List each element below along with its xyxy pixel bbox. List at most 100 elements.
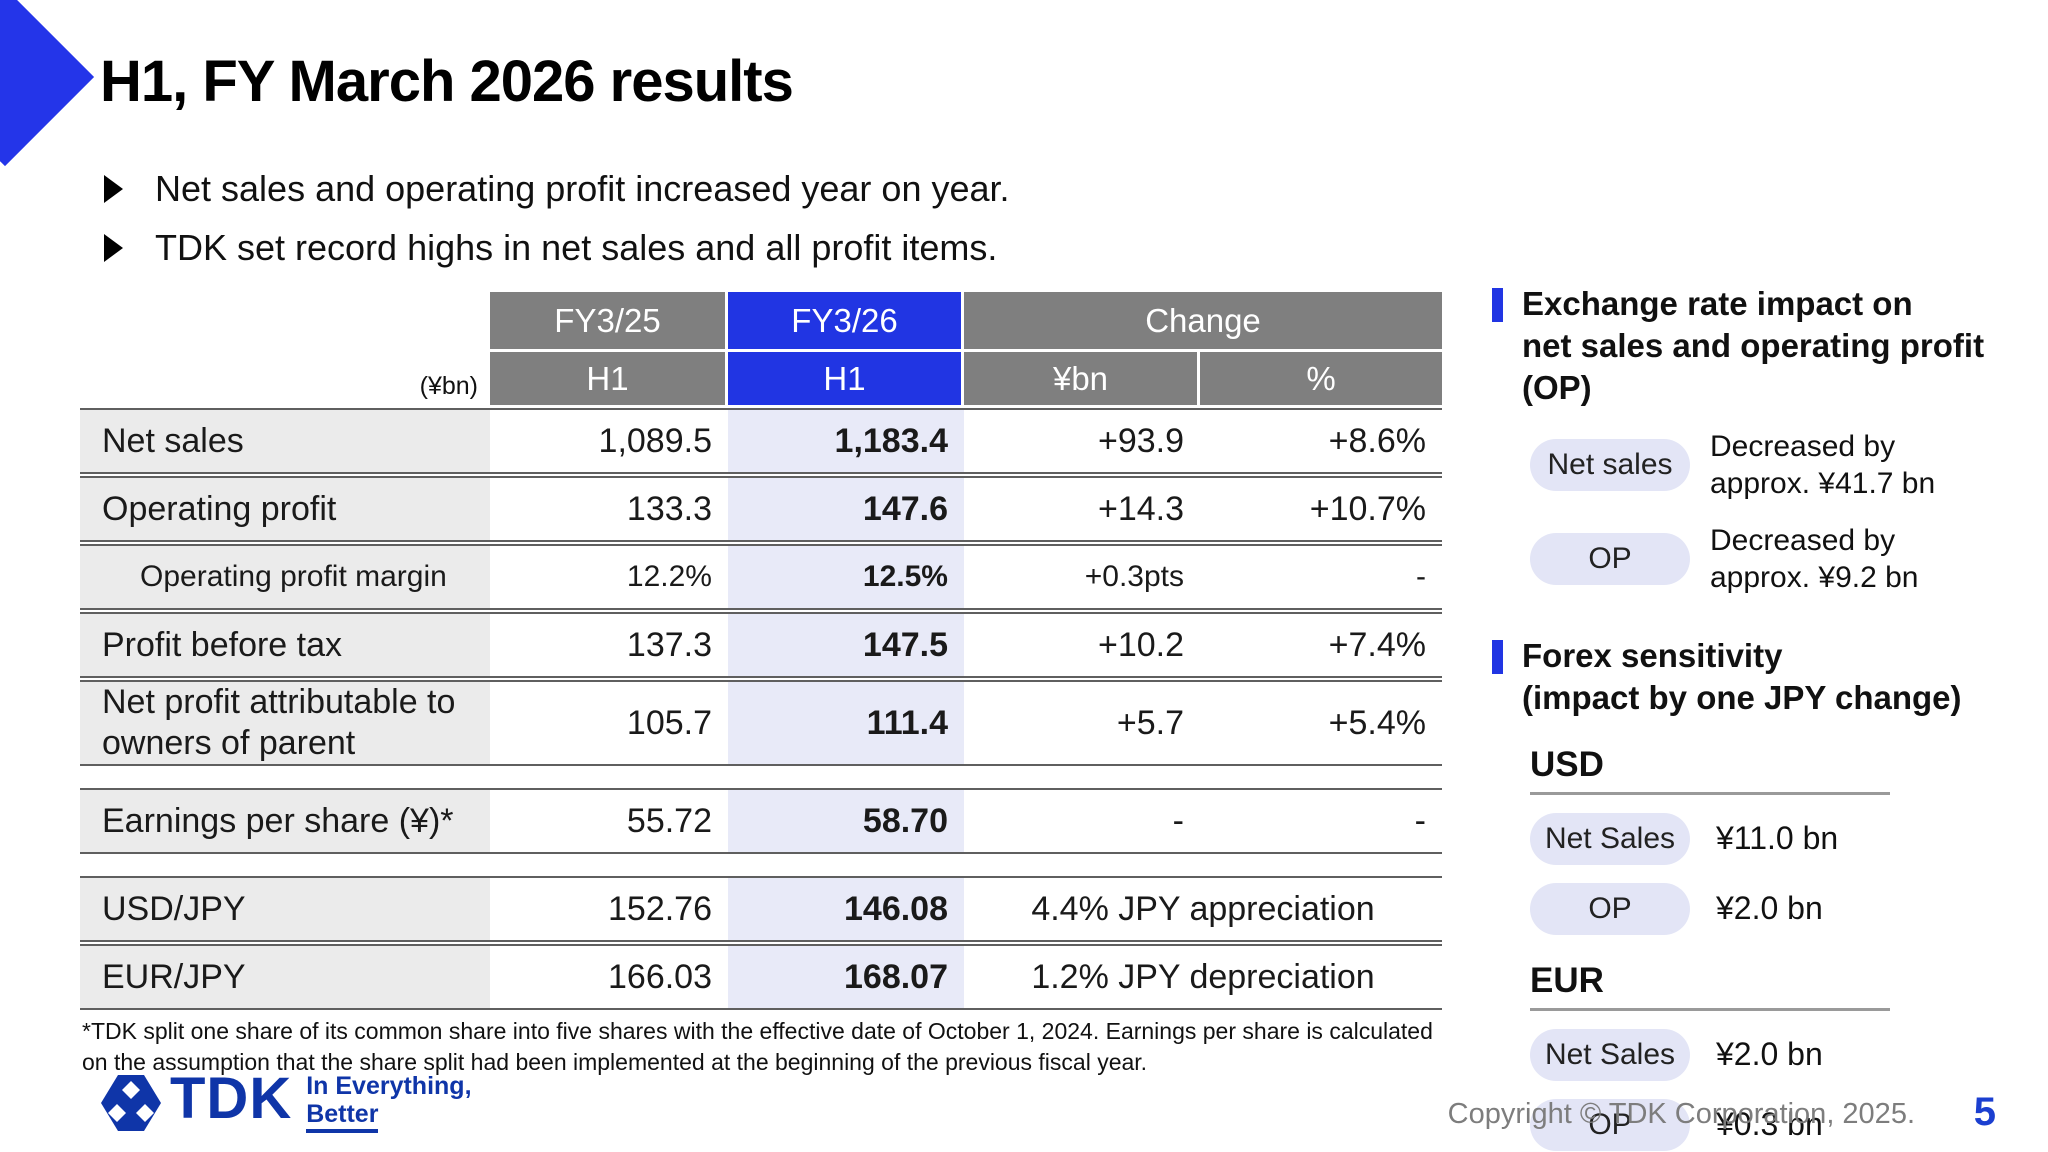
- change-pct-value: -: [1414, 801, 1426, 840]
- tdk-logo-text: TDK: [170, 1066, 293, 1131]
- impact-tag-pill: OP: [1530, 533, 1690, 586]
- row-label: Operating profit margin: [80, 546, 490, 608]
- bullet-list: Net sales and operating profit increased…: [104, 168, 1010, 286]
- heading-line: Exchange rate impact on: [1522, 285, 1913, 322]
- table-row: Operating profit margin 12.2% 12.5% +0.3pts…: [80, 544, 1442, 610]
- fy26-value: 12.5%: [728, 546, 964, 608]
- table-header-row-years: FY3/25 FY3/26 Change: [80, 292, 1442, 349]
- forex-tag-pill: Net Sales: [1530, 812, 1690, 865]
- change-pct-value: +8.6%: [1328, 421, 1426, 460]
- bullet-arrow-icon: [104, 234, 123, 262]
- forex-value: ¥11.0 bn: [1716, 820, 1839, 857]
- results-table: FY3/25 FY3/26 Change (¥bn) H1 H1 ¥bn % N…: [80, 292, 1442, 1012]
- fy26-value: 1,183.4: [728, 410, 964, 472]
- currency-divider: [1530, 791, 1890, 795]
- heading-line: (OP): [1522, 368, 1592, 406]
- row-label: EUR/JPY: [80, 946, 490, 1008]
- currency-group: USD Net Sales ¥11.0 bn OP ¥2.0 bn: [1530, 745, 2048, 935]
- header-spacer: [80, 292, 490, 349]
- logo-tagline-line1: In Everything,: [306, 1072, 472, 1100]
- forex-item: OP ¥0.3 bn: [1530, 1098, 2048, 1151]
- header-change: Change: [964, 292, 1442, 349]
- table-header-row-periods: (¥bn) H1 H1 ¥bn %: [80, 352, 1442, 405]
- bullet-text: Net sales and operating profit increased…: [155, 168, 1010, 209]
- table-row: Net profit attributable to owners of par…: [80, 680, 1442, 766]
- tdk-logo: TDK In Everything, Better: [100, 1070, 472, 1133]
- section-marker-icon: [1492, 639, 1503, 674]
- header-fy25-h1: H1: [490, 352, 728, 405]
- exchange-impact-heading: Exchange rate impact on net sales and op…: [1492, 283, 2048, 409]
- fy26-value: 147.5: [728, 614, 964, 676]
- forex-value: ¥2.0 bn: [1716, 890, 1823, 927]
- header-change-ybn: ¥bn: [964, 352, 1200, 405]
- fy25-value: 152.76: [608, 889, 712, 928]
- forex-groups: USD Net Sales ¥11.0 bn OP ¥2.0 bn EUR Net Sale…: [1492, 745, 2048, 1151]
- header-change-pct: %: [1200, 352, 1442, 405]
- change-pct-value: -: [1416, 560, 1426, 593]
- row-label: Profit before tax: [80, 614, 490, 676]
- impact-item: Net sales Decreased by approx. ¥41.7 bn: [1530, 428, 2048, 503]
- table-row: Earnings per share (¥)* 55.72 58.70 - -: [80, 788, 1442, 854]
- change-ybn-value: +14.3: [1097, 489, 1184, 528]
- fy25-value: 12.2%: [626, 560, 712, 593]
- page-title: H1, FY March 2026 results: [100, 49, 794, 114]
- exchange-impact-items: Net sales Decreased by approx. ¥41.7 bn OP…: [1530, 428, 2048, 597]
- heading-line: Forex sensitivity: [1522, 636, 1783, 674]
- header-fy26-h1: H1: [728, 352, 964, 405]
- currency-divider: [1530, 1007, 1890, 1011]
- table-row: EUR/JPY 166.03 168.07 1.2% JPY depreciation: [80, 944, 1442, 1010]
- side-panel: Exchange rate impact on net sales and op…: [1492, 283, 2048, 1151]
- change-pct-value: +7.4%: [1328, 625, 1426, 664]
- forex-tag-pill: OP: [1530, 1098, 1690, 1151]
- unit-label: (¥bn): [419, 372, 478, 400]
- currency-name: USD: [1530, 744, 1604, 784]
- fy26-value: 111.4: [728, 682, 964, 764]
- table-row: Profit before tax 137.3 147.5 +10.2 +7.4%: [80, 612, 1442, 678]
- row-label: Operating profit: [80, 478, 490, 540]
- page-number: 5: [1973, 1090, 1996, 1134]
- forex-item: OP ¥2.0 bn: [1530, 882, 2048, 935]
- change-pct-value: +10.7%: [1309, 489, 1426, 528]
- blue-arrow-icon: [0, 0, 95, 167]
- impact-text: Decreased by approx. ¥9.2 bn: [1710, 523, 1919, 595]
- heading-line: net sales and operating profit: [1522, 326, 1985, 364]
- logo-tagline-line2: Better: [306, 1100, 379, 1133]
- bullet-text: TDK set record highs in net sales and al…: [155, 227, 998, 268]
- header-fy26: FY3/26: [728, 292, 964, 349]
- change-ybn-value: +0.3pts: [1084, 560, 1184, 593]
- table-body: Net sales 1,089.5 1,183.4 +93.9 +8.6% Operati…: [80, 408, 1442, 1010]
- fy25-value: 1,089.5: [598, 421, 712, 460]
- fy25-value: 137.3: [626, 625, 712, 664]
- fy25-value: 133.3: [626, 489, 712, 528]
- fy26-value: 168.07: [728, 946, 964, 1008]
- row-label: USD/JPY: [80, 878, 490, 940]
- fy26-value: 147.6: [728, 478, 964, 540]
- row-label: Net profit attributable to owners of par…: [80, 682, 490, 764]
- forex-sensitivity-heading: Forex sensitivity (impact by one JPY cha…: [1492, 635, 2048, 719]
- currency-group: EUR Net Sales ¥2.0 bn OP ¥0.3 bn: [1530, 961, 2048, 1151]
- forex-item: Net Sales ¥11.0 bn: [1530, 812, 2048, 865]
- footnote-text: *TDK split one share of its common share…: [82, 1018, 1433, 1076]
- forex-tag-pill: OP: [1530, 882, 1690, 935]
- row-label: Net sales: [80, 410, 490, 472]
- forex-value: ¥0.3 bn: [1716, 1106, 1823, 1143]
- change-merged-value: 1.2% JPY depreciation: [1031, 957, 1375, 996]
- table-row: Operating profit 133.3 147.6 +14.3 +10.7%: [80, 476, 1442, 542]
- copyright-text: Copyright © TDK Corporation, 2025.: [1447, 1098, 1915, 1130]
- forex-value: ¥2.0 bn: [1716, 1036, 1823, 1073]
- currency-name: EUR: [1530, 960, 1604, 1000]
- impact-text: Decreased by approx. ¥41.7 bn: [1710, 429, 1936, 501]
- change-ybn-value: +10.2: [1097, 625, 1184, 664]
- change-ybn-value: +93.9: [1097, 421, 1184, 460]
- change-merged-value: 4.4% JPY appreciation: [1031, 889, 1375, 928]
- tdk-mark-icon: [101, 1075, 161, 1131]
- forex-tag-pill: Net Sales: [1530, 1028, 1690, 1081]
- table-row: USD/JPY 152.76 146.08 4.4% JPY appreciation: [80, 876, 1442, 942]
- header-fy25: FY3/25: [490, 292, 728, 349]
- row-label: Earnings per share (¥)*: [80, 790, 490, 852]
- list-item: Net sales and operating profit increased…: [104, 168, 1010, 210]
- impact-item: OP Decreased by approx. ¥9.2 bn: [1530, 522, 2048, 597]
- bullet-arrow-icon: [104, 175, 123, 203]
- heading-line: (impact by one JPY change): [1522, 678, 1962, 716]
